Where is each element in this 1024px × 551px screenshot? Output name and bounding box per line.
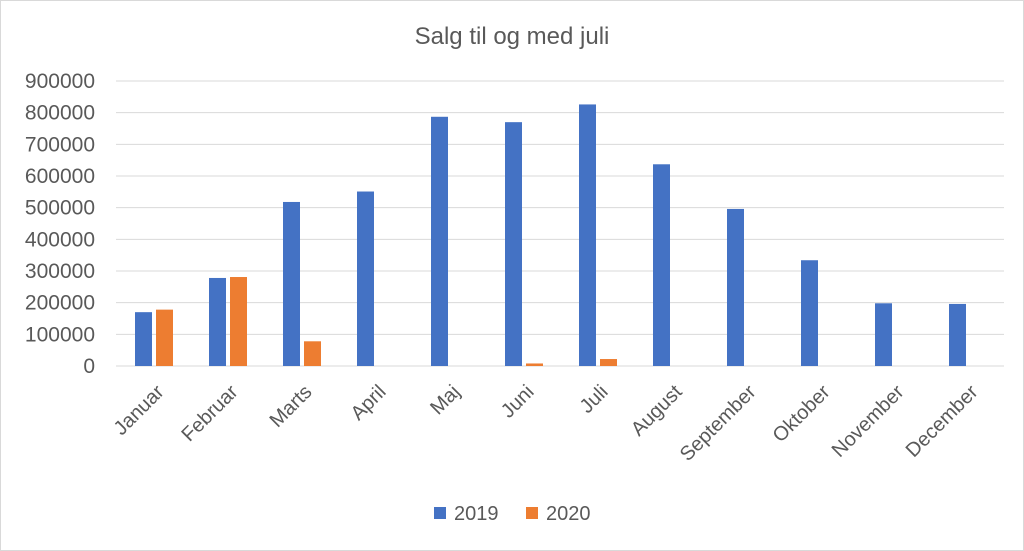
bar-2020-januar — [156, 309, 173, 366]
y-tick-label: 600000 — [25, 165, 95, 188]
bar-2019-juli — [579, 104, 596, 366]
bar-2020-juni — [526, 363, 543, 366]
bar-2019-april — [357, 191, 374, 366]
bars — [135, 104, 966, 367]
bar-2019-maj — [431, 116, 448, 367]
x-tick-label: Oktober — [769, 381, 835, 447]
bar-2020-marts — [304, 341, 321, 366]
gridlines — [116, 80, 1004, 367]
y-tick-label: 0 — [83, 355, 95, 378]
x-tick-label: April — [347, 381, 391, 425]
bar-2019-januar — [135, 312, 152, 366]
x-tick-label: Juli — [576, 381, 613, 418]
legend: 2019 2020 — [434, 503, 591, 525]
x-tick-label: August — [627, 381, 687, 441]
bar-2019-marts — [283, 201, 300, 366]
legend-label-2019: 2019 — [454, 503, 499, 525]
y-tick-label: 700000 — [25, 133, 95, 156]
x-tick-label: Juni — [497, 381, 539, 423]
y-tick-label: 100000 — [25, 323, 95, 346]
x-axis-tick-labels: Januar Februar Marts April Maj Juni Juli August… — [110, 381, 983, 466]
x-tick-label: December — [902, 381, 983, 462]
y-tick-label: 900000 — [25, 70, 95, 93]
bar-2019-august — [653, 164, 670, 366]
bar-2019-oktober — [801, 260, 818, 366]
x-tick-label: Februar — [177, 381, 242, 446]
bar-2019-september — [727, 208, 744, 366]
legend-label-2020: 2020 — [546, 503, 591, 525]
x-tick-label: Marts — [266, 381, 317, 432]
x-tick-label: September — [676, 381, 761, 466]
chart-title: Salg til og med juli — [415, 23, 610, 50]
bar-2019-november — [875, 303, 892, 366]
x-tick-label: Januar — [110, 381, 169, 440]
y-tick-label: 400000 — [25, 228, 95, 251]
bar-2019-februar — [209, 277, 226, 366]
bar-2020-februar — [230, 277, 247, 366]
y-tick-label: 500000 — [25, 197, 95, 220]
bar-2020-juli — [600, 359, 617, 366]
y-tick-label: 300000 — [25, 260, 95, 283]
x-tick-label: Maj — [426, 381, 464, 419]
y-tick-label: 800000 — [25, 102, 95, 125]
x-tick-label: November — [828, 381, 909, 462]
bar-2019-juni — [505, 122, 522, 367]
bar-2019-december — [949, 303, 966, 366]
legend-swatch-2019 — [434, 507, 446, 519]
y-axis-tick-labels: 0 100000 200000 300000 400000 500000 600000 700… — [25, 70, 95, 378]
legend-swatch-2020 — [526, 507, 538, 519]
y-tick-label: 200000 — [25, 292, 95, 315]
